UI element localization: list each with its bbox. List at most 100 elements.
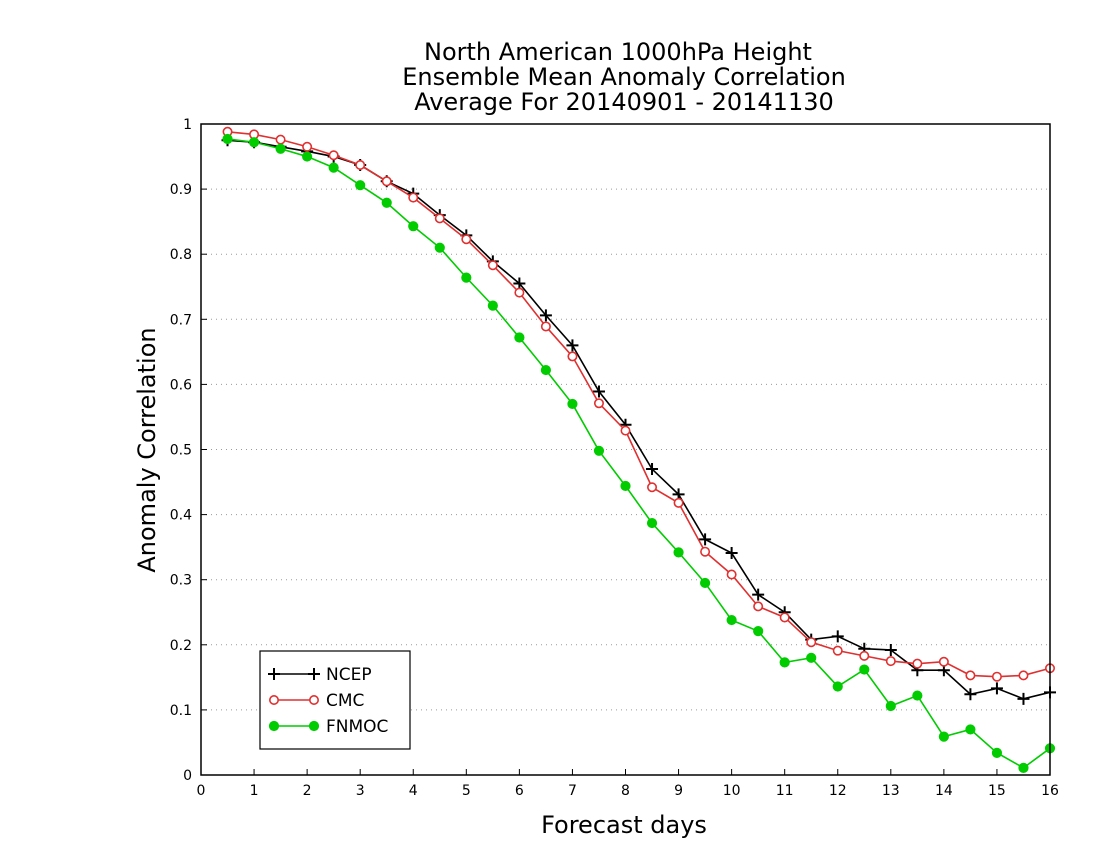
data-point-cmc <box>381 176 392 187</box>
data-point-fnmoc <box>991 747 1003 758</box>
data-point-ncep <box>964 688 977 701</box>
data-point-fnmoc <box>673 547 684 558</box>
data-point-fnmoc <box>912 690 923 701</box>
y-tick-label: 0.2 <box>170 638 192 654</box>
y-tick-label: 0.6 <box>170 377 192 393</box>
data-point-ncep <box>884 644 897 657</box>
data-point-fnmoc <box>726 614 737 626</box>
data-point-cmc <box>540 321 551 332</box>
data-point-fnmoc <box>779 657 790 668</box>
data-point-cmc <box>859 650 870 661</box>
data-point-cmc <box>487 260 498 271</box>
data-point-cmc <box>408 192 419 203</box>
data-point-ncep <box>752 588 765 601</box>
x-tick-label: 11 <box>776 783 794 799</box>
x-tick-label: 3 <box>356 783 365 799</box>
data-point-cmc <box>753 601 764 612</box>
data-point-ncep <box>513 277 526 290</box>
y-tick-label: 0.8 <box>170 247 192 263</box>
x-tick-label: 5 <box>462 783 471 799</box>
x-tick-label: 4 <box>409 783 418 799</box>
data-point-fnmoc <box>328 162 339 173</box>
data-point-cmc <box>938 656 949 667</box>
y-tick-label: 0.5 <box>170 443 192 459</box>
data-point-ncep <box>725 547 738 560</box>
data-point-fnmoc <box>408 221 419 232</box>
x-axis-title: Forecast days <box>541 811 707 839</box>
legend-entry-cmc: CMC <box>268 691 364 711</box>
data-point-cmc <box>434 213 445 224</box>
data-point-ncep <box>990 682 1003 695</box>
data-point-ncep <box>831 630 844 643</box>
data-point-fnmoc <box>514 332 525 343</box>
x-tick-label: 13 <box>882 783 900 799</box>
y-axis-title: Anomaly Correlation <box>133 327 161 572</box>
data-point-cmc <box>461 234 472 245</box>
legend-label-ncep: NCEP <box>326 665 372 685</box>
x-tick-label: 12 <box>829 783 847 799</box>
data-point-ncep <box>539 309 552 322</box>
data-point-fnmoc <box>434 242 445 253</box>
data-point-cmc <box>514 287 525 298</box>
chart-title-line-3: Average For 20140901 - 20141130 <box>414 88 834 116</box>
chart-title: North American 1000hPa Height Ensemble M… <box>402 38 846 116</box>
y-tick-label: 0 <box>183 768 192 784</box>
gridlines <box>201 188 1050 711</box>
data-point-cmc <box>779 612 790 623</box>
plot-area-frame <box>200 123 1051 776</box>
data-point-fnmoc <box>859 664 870 675</box>
legend-marker <box>268 694 279 705</box>
data-point-cmc <box>567 351 578 362</box>
data-point-fnmoc <box>806 652 817 663</box>
series-cmc <box>222 126 1056 682</box>
data-point-ncep <box>1017 692 1030 705</box>
data-point-fnmoc <box>381 197 392 208</box>
data-point-cmc <box>832 645 843 656</box>
data-point-fnmoc <box>646 517 658 529</box>
data-point-cmc <box>912 658 923 669</box>
x-tick-label: 7 <box>568 783 577 799</box>
data-point-fnmoc <box>302 151 313 162</box>
data-point-cmc <box>991 671 1002 682</box>
series-ncep <box>221 134 1056 705</box>
x-tick-label: 2 <box>303 783 312 799</box>
x-tick-label: 16 <box>1041 783 1059 799</box>
data-point-cmc <box>302 141 313 152</box>
x-tick-label: 9 <box>674 783 683 799</box>
data-point-cmc <box>700 546 711 557</box>
data-point-fnmoc <box>487 300 498 311</box>
x-tick-label: 0 <box>197 783 206 799</box>
x-tick-label: 14 <box>935 783 953 799</box>
data-point-fnmoc <box>620 480 631 492</box>
y-tick-label: 1 <box>183 117 192 133</box>
legend-marker <box>268 720 280 732</box>
data-point-cmc <box>328 150 339 161</box>
legend-label-cmc: CMC <box>326 691 364 711</box>
data-point-fnmoc <box>832 681 843 692</box>
legend-marker <box>308 694 319 705</box>
y-tick-label: 0.9 <box>170 182 192 198</box>
data-point-cmc <box>726 569 737 580</box>
x-tick-label: 10 <box>723 783 741 799</box>
axis-ticks: 00.10.20.30.40.50.60.70.80.910 1 2 3 4 5 6 7 8 9 1… <box>170 117 1059 799</box>
y-tick-label: 0.4 <box>170 508 192 524</box>
data-point-cmc <box>647 482 658 493</box>
data-point-fnmoc <box>248 137 260 148</box>
legend-entry-fnmoc: FNMOC <box>268 717 388 737</box>
data-point-cmc <box>673 497 684 508</box>
data-point-cmc <box>1018 670 1029 681</box>
legend-label-fnmoc: FNMOC <box>326 717 388 737</box>
data-point-fnmoc <box>567 398 578 410</box>
data-point-cmc <box>806 637 817 648</box>
chart-title-line-2: Ensemble Mean Anomaly Correlation <box>402 63 846 91</box>
data-point-fnmoc <box>965 724 976 735</box>
data-point-fnmoc <box>938 731 949 742</box>
data-point-cmc <box>355 160 366 171</box>
legend: NCEP CMC FNMOC <box>259 650 411 750</box>
x-tick-label: 6 <box>515 783 524 799</box>
x-tick-label: 15 <box>988 783 1006 799</box>
series-line-cmc <box>227 131 1051 678</box>
data-point-fnmoc <box>222 133 233 145</box>
data-point-fnmoc <box>699 577 711 589</box>
